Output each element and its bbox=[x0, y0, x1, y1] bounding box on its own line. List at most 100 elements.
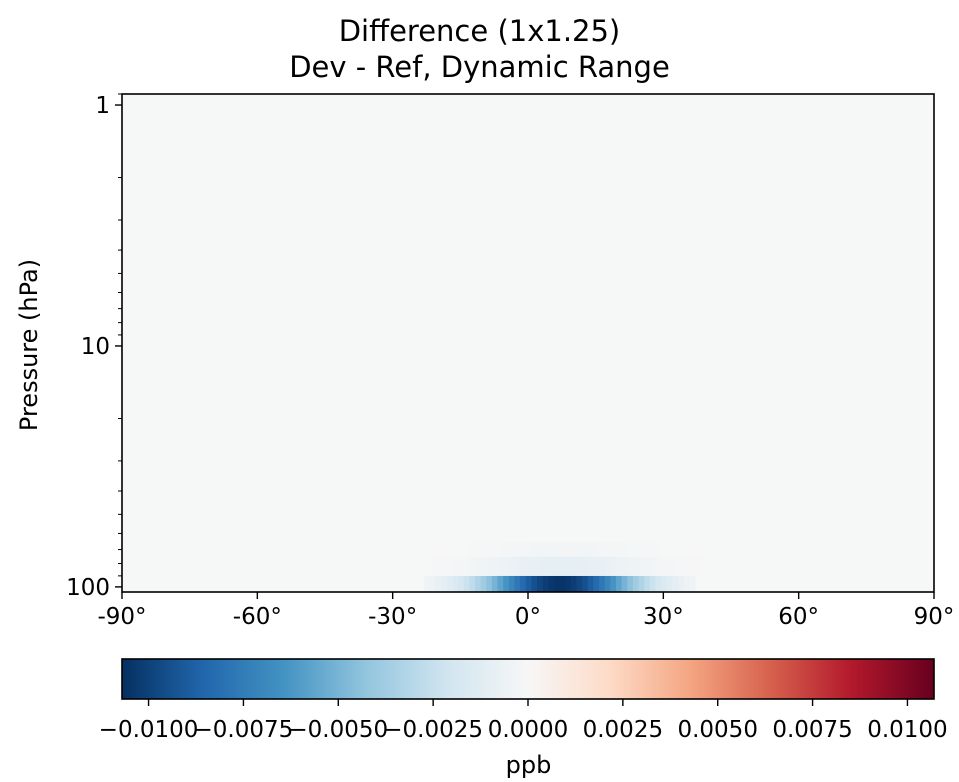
heatmap-cell bbox=[679, 556, 686, 576]
heatmap-cell bbox=[693, 541, 701, 557]
heatmap-cell bbox=[610, 575, 617, 592]
heatmap-cell bbox=[605, 556, 613, 576]
heatmap-cell bbox=[428, 541, 435, 557]
heatmap-cell bbox=[683, 575, 690, 592]
heatmap-cell bbox=[626, 541, 633, 557]
heatmap-cell bbox=[431, 556, 438, 576]
colorbar-tick-label: 0.0100 bbox=[867, 717, 947, 743]
heatmap-cell bbox=[424, 575, 431, 592]
colorbar-gradient bbox=[121, 658, 935, 700]
colorbar-tick-label: 0.0000 bbox=[488, 717, 568, 743]
heatmap-cell bbox=[469, 575, 476, 592]
colorbar-tick-label: 0.0025 bbox=[583, 717, 663, 743]
y-tick-label: 100 bbox=[66, 575, 110, 601]
heatmap-cell bbox=[560, 556, 567, 576]
heatmap-cell bbox=[453, 556, 460, 576]
heatmap-cell bbox=[487, 556, 494, 576]
colorbar-tick-label: −0.0075 bbox=[194, 717, 294, 743]
heatmap-cell bbox=[491, 575, 499, 592]
heatmap-cell bbox=[569, 541, 576, 557]
heatmap-cell bbox=[571, 556, 579, 576]
heatmap-cell bbox=[661, 575, 668, 592]
heatmap-cell bbox=[650, 556, 658, 576]
heatmap-cell bbox=[682, 541, 689, 557]
heatmap-cell bbox=[497, 575, 504, 592]
heatmap-cell bbox=[486, 575, 493, 592]
heatmap-cell bbox=[446, 575, 454, 592]
heatmap-cell bbox=[548, 575, 555, 592]
heatmap-cell bbox=[581, 541, 588, 557]
colorbar-label: ppb bbox=[505, 751, 552, 779]
heatmap-cell bbox=[553, 575, 561, 592]
heatmap-cell bbox=[435, 575, 442, 592]
heatmap-cell bbox=[672, 575, 679, 592]
heatmap-cell bbox=[592, 541, 599, 557]
heatmap-cell bbox=[627, 575, 634, 592]
heatmap-cell bbox=[470, 556, 477, 576]
heatmap-cell bbox=[445, 541, 452, 557]
heatmap-cell bbox=[509, 556, 517, 576]
heatmap-cell bbox=[502, 541, 509, 557]
colorbar-tick-label: −0.0050 bbox=[288, 717, 388, 743]
heatmap-cell bbox=[515, 556, 522, 576]
heatmap-cell bbox=[577, 556, 584, 576]
heatmap-cell bbox=[520, 575, 527, 592]
heatmap-cell bbox=[565, 575, 572, 592]
heatmap-cell bbox=[526, 556, 534, 576]
heatmap-cell bbox=[559, 575, 566, 592]
heatmap-cell bbox=[655, 575, 662, 592]
colorbar-tick-label: −0.0100 bbox=[99, 717, 199, 743]
heatmap-cell bbox=[600, 556, 607, 576]
heatmap-cell bbox=[615, 575, 623, 592]
colorbar-tick-label: 0.0050 bbox=[677, 717, 757, 743]
heatmap-cell bbox=[493, 556, 500, 576]
heatmap-cell bbox=[507, 541, 514, 557]
heatmap-cell bbox=[419, 556, 426, 576]
heatmap-cell bbox=[532, 556, 539, 576]
x-tick-label: 60° bbox=[778, 604, 819, 630]
heatmap-cell bbox=[676, 541, 684, 557]
heatmap-cell bbox=[479, 541, 486, 557]
heatmap-cell bbox=[638, 575, 645, 592]
heatmap-cell bbox=[425, 556, 432, 576]
heatmap-cell bbox=[689, 575, 696, 592]
heatmap-cell bbox=[504, 556, 511, 576]
heatmap-cell bbox=[440, 541, 447, 557]
heatmap-cell bbox=[620, 541, 627, 557]
x-tick-label: -60° bbox=[233, 604, 282, 630]
heatmap-cell bbox=[637, 541, 644, 557]
heatmap-cell bbox=[688, 541, 695, 557]
heatmap-cell bbox=[555, 556, 562, 576]
heatmap-cell bbox=[474, 575, 482, 592]
heatmap-cell bbox=[604, 575, 611, 592]
heatmap-cell bbox=[570, 575, 578, 592]
heatmap-cell bbox=[442, 556, 449, 576]
heatmap-cell bbox=[662, 556, 669, 576]
heatmap-cell bbox=[436, 556, 443, 576]
heatmap-cell bbox=[530, 541, 537, 557]
plot-area bbox=[122, 94, 934, 592]
heatmap-cell bbox=[514, 575, 521, 592]
heatmap-cell bbox=[583, 556, 590, 576]
heatmap-cell bbox=[667, 556, 675, 576]
heatmap-background bbox=[122, 94, 934, 592]
heatmap-cell bbox=[524, 541, 531, 557]
heatmap-cell bbox=[441, 575, 448, 592]
axes: -90° -60° -30° 0° 30° 60° 90° 1 10 100 bbox=[66, 93, 954, 630]
x-tick-label: -90° bbox=[97, 604, 146, 630]
heatmap-cell bbox=[611, 556, 618, 576]
heatmap-cell bbox=[684, 556, 691, 576]
heatmap-cell bbox=[564, 541, 571, 557]
heatmap-cell bbox=[543, 556, 551, 576]
heatmap-cell bbox=[513, 541, 520, 557]
heatmap-cell bbox=[459, 556, 466, 576]
heatmap-cell bbox=[673, 556, 680, 576]
colorbar-tick-label: −0.0025 bbox=[383, 717, 483, 743]
heatmap-cell bbox=[458, 575, 465, 592]
heatmap-cell bbox=[463, 575, 470, 592]
heatmap-cell bbox=[434, 541, 441, 557]
chart-subtitle: Dev - Ref, Dynamic Range bbox=[289, 50, 670, 84]
heatmap-cell bbox=[485, 541, 492, 557]
